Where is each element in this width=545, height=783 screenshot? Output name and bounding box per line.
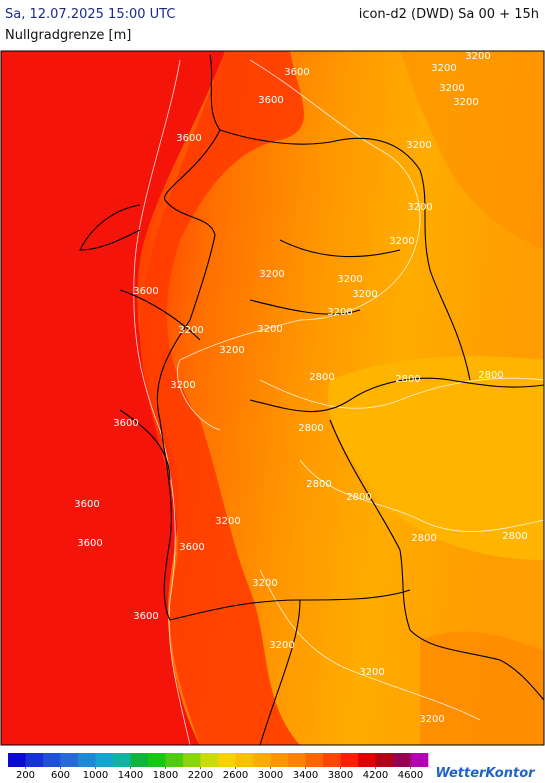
field-transition (140, 51, 304, 745)
legend-swatch (200, 753, 219, 767)
contour-label: 3200 (465, 51, 490, 62)
legend-swatch (375, 753, 394, 767)
legend-swatch (43, 753, 61, 767)
contour-label: 3200 (407, 202, 432, 213)
legend-label: 3000 (258, 770, 283, 781)
legend-swatch (25, 753, 44, 767)
legend-swatch (218, 753, 236, 767)
contour-label: 3200 (431, 63, 456, 74)
contour-label: 3200 (406, 140, 431, 151)
contour-label: 3600 (258, 95, 283, 106)
legend-swatch (288, 753, 306, 767)
contour-label: 3600 (176, 133, 201, 144)
legend-swatch (183, 753, 201, 767)
legend-label: 200 (16, 770, 35, 781)
legend-swatch (148, 753, 166, 767)
borders (79, 54, 545, 746)
contour-label: 3200 (419, 714, 444, 725)
legend-swatch (130, 753, 149, 767)
contour-label: 3200 (170, 380, 195, 391)
parameter: Nullgradgrenze [m] (5, 28, 131, 43)
color-legend: 200 600 1000 1400 1800 2200 2600 3000 3400 3800 42… (8, 753, 429, 781)
field-west (1, 51, 225, 745)
contour-label: 3200 (327, 307, 352, 318)
legend-swatch (8, 753, 26, 767)
contour-label: 2800 (502, 531, 527, 542)
contour-label: 2800 (298, 423, 323, 434)
contour-label: 3600 (113, 418, 138, 429)
contour-label: 3200 (337, 274, 362, 285)
contour-label: 3200 (219, 345, 244, 356)
legend-label: 2200 (188, 770, 213, 781)
legend-swatch (393, 753, 411, 767)
contour-label: 3200 (439, 83, 464, 94)
contour-label: 2800 (306, 479, 331, 490)
legend-swatch (305, 753, 324, 767)
legend-swatch (253, 753, 271, 767)
contour-label: 3600 (133, 611, 158, 622)
legend-swatch (60, 753, 79, 767)
contour-label: 3600 (284, 67, 309, 78)
legend-label: 4200 (363, 770, 388, 781)
contour-label: 2800 (346, 492, 371, 503)
contour-label: 2800 (411, 533, 436, 544)
contour-label: 3200 (453, 97, 478, 108)
contour-label: 3200 (178, 325, 203, 336)
contour-label: 3200 (359, 667, 384, 678)
legend-swatch (410, 753, 429, 767)
contour-label: 3600 (133, 286, 158, 297)
contour-label: 3600 (77, 538, 102, 549)
contour-label: 3200 (259, 269, 284, 280)
contour-label: 2800 (395, 374, 420, 385)
contour-label: 2800 (478, 370, 503, 381)
field-northeast (400, 51, 544, 250)
legend-swatch (358, 753, 376, 767)
field-east (328, 356, 544, 560)
legend-swatch (323, 753, 341, 767)
contour-labels: 3600 3600 3200 3200 3200 3200 3200 3200 … (74, 51, 527, 725)
contour-label: 2800 (309, 372, 334, 383)
contour-label: 3600 (179, 542, 204, 553)
legend-label: 1400 (118, 770, 143, 781)
legend-swatch (113, 753, 131, 767)
legend-label: 600 (51, 770, 70, 781)
model-run: icon-d2 (DWD) Sa 00 + 15h (359, 7, 539, 22)
contour-label: 3200 (352, 289, 377, 300)
legend-label: 3400 (293, 770, 318, 781)
legend-swatch (78, 753, 96, 767)
contour-label: 3200 (389, 236, 414, 247)
datetime: Sa, 12.07.2025 15:00 UTC (5, 7, 175, 22)
contour-label: 3600 (74, 499, 99, 510)
legend-label: 2600 (223, 770, 248, 781)
legend-swatch (165, 753, 184, 767)
map: 3600 3600 3200 3200 3200 3200 3200 3200 … (0, 50, 545, 746)
legend-swatch (235, 753, 254, 767)
contour-label: 3200 (252, 578, 277, 589)
contour-label: 3200 (215, 516, 240, 527)
map-frame (0, 50, 545, 746)
legend-swatch (95, 753, 114, 767)
contour-label: 3200 (257, 324, 282, 335)
legend-label: 1000 (83, 770, 108, 781)
legend-label: 4600 (398, 770, 423, 781)
contour-label: 3200 (269, 640, 294, 651)
contours (133, 59, 545, 746)
field-southeast (420, 631, 544, 745)
legend-label: 1800 (153, 770, 178, 781)
legend-label: 3800 (328, 770, 353, 781)
legend-swatch (340, 753, 359, 767)
legend-swatch (270, 753, 289, 767)
logo: WetterKontor (435, 766, 536, 781)
